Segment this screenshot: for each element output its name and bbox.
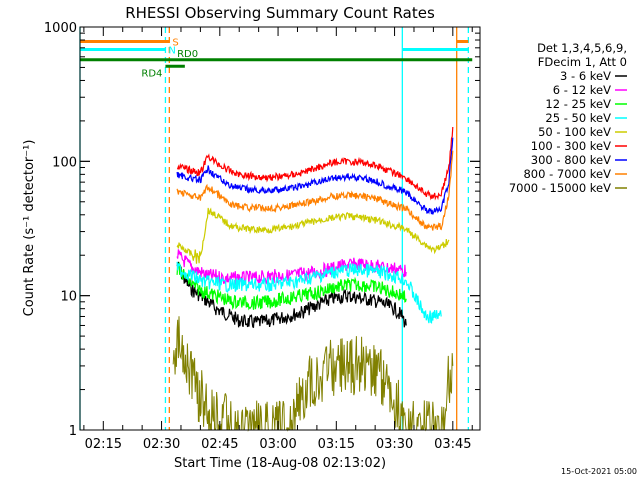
series-line-3 [176,261,442,324]
x-tick-label-0: 02:15 [85,437,122,452]
y-axis: 1 10 100 1000 [44,21,480,439]
x-tick-label-6: 03:45 [434,437,471,452]
x-axis-label: Start Time (18-Aug-08 02:13:02) [174,456,386,471]
x-tick-label-4: 03:15 [318,437,355,452]
chart-title: RHESSI Observing Summary Count Rates [125,4,435,22]
series-line-2 [176,261,407,311]
annotation-label-n-2: N [168,45,175,56]
annotation-label-s-0: S [172,37,178,48]
legend: Det 1,3,4,5,6,9,FDecim 1, Att 03 - 6 keV… [509,41,627,195]
generation-timestamp: 15-Oct-2021 05:00 [561,467,637,476]
y-tick-label-0: 1 [69,424,77,439]
legend-entry-4: 50 - 100 keV [538,125,611,139]
series-layer [172,126,454,432]
x-axis: 02:15 02:30 02:45 03:00 03:15 03:30 03:45 [83,27,473,452]
series-line-1 [176,249,407,286]
series-line-6 [176,137,454,215]
legend-entry-3: 25 - 50 keV [545,111,611,125]
y-tick-label-1: 10 [60,290,77,305]
x-tick-label-3: 03:00 [259,437,296,452]
legend-header-0: Det 1,3,4,5,6,9, [537,41,627,55]
y-tick-label-3: 1000 [44,21,77,36]
annotation-bars: SSNNRD0RD4 [80,37,473,79]
annotation-label-rd4: RD4 [141,68,162,79]
legend-entry-6: 300 - 800 keV [531,153,611,167]
series-line-0 [176,261,407,329]
legend-entry-8: 7000 - 15000 keV [509,181,611,195]
series-line-5 [176,126,454,201]
series-line-4 [176,207,450,264]
legend-entry-7: 800 - 7000 keV [523,167,611,181]
plot-frame [79,26,481,431]
legend-entry-0: 3 - 6 keV [560,69,611,83]
legend-entry-1: 6 - 12 keV [553,83,611,97]
x-tick-label-1: 02:30 [143,437,180,452]
x-tick-label-5: 03:30 [376,437,413,452]
legend-entry-2: 12 - 25 keV [545,97,611,111]
series-line-7 [176,150,454,231]
y-tick-label-2: 100 [52,155,77,170]
x-tick-label-2: 02:45 [201,437,238,452]
annotation-label-rd0: RD0 [177,49,198,60]
legend-header-1: FDecim 1, Att 0 [538,55,627,69]
legend-entry-5: 100 - 300 keV [531,139,611,153]
y-axis-label: Count Rate (s⁻¹ detector⁻¹) [22,140,37,317]
